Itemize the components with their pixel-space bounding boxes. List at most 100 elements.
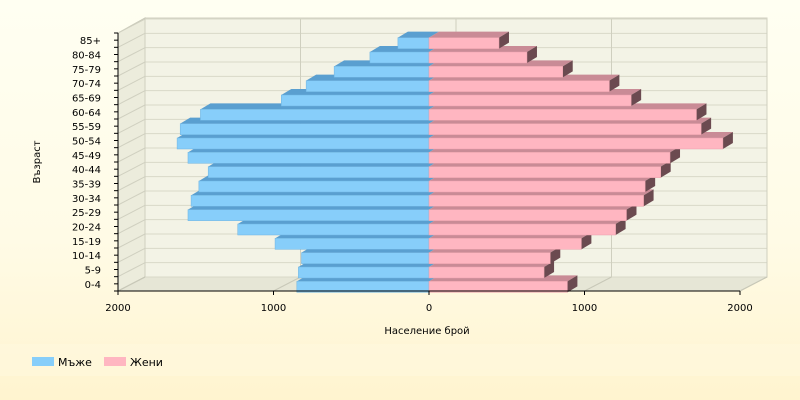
bar-female — [428, 209, 627, 221]
bar-female-side — [645, 175, 656, 192]
bar-female — [428, 281, 568, 293]
bar-female — [428, 37, 500, 49]
grid-line-side — [117, 104, 146, 120]
y-tick-label: 0-4 — [85, 280, 101, 291]
grid-line-side — [117, 190, 146, 206]
y-tick-label: 55-59 — [72, 122, 101, 133]
grid-line-side — [117, 32, 146, 48]
bar-female-side — [550, 246, 561, 264]
bar-male — [298, 266, 430, 279]
bar-male — [305, 80, 430, 92]
bar-male — [179, 123, 430, 135]
bar-female — [428, 80, 610, 92]
bar-female-side — [670, 146, 681, 164]
bar-female-side — [643, 189, 654, 207]
x-tick-label: 1000 — [572, 303, 597, 314]
y-axis: 0-4 5-9 10-14 15-19 20-24 25-29 30-34 35-39 40-4… — [72, 32, 119, 292]
bar-male — [176, 137, 430, 150]
x-axis: 2000 1000 0 1000 2000 — [105, 290, 753, 314]
grid-line-side — [117, 204, 146, 220]
bar-female-side — [722, 132, 733, 149]
bar-male — [333, 66, 430, 78]
bar-female — [428, 166, 661, 178]
y-tick-label: 40-44 — [72, 165, 101, 176]
bar-female-side — [526, 46, 537, 63]
bar-male — [187, 152, 430, 164]
bar-female — [428, 51, 528, 64]
grid-line-side — [117, 133, 146, 149]
bar-female-side — [631, 89, 642, 106]
bar-male — [397, 37, 430, 49]
legend-swatch — [104, 357, 126, 366]
grid-line-floor — [584, 276, 612, 292]
grid-line-side — [117, 176, 146, 192]
bar-female — [428, 66, 563, 78]
y-tick-label: 60-64 — [72, 108, 101, 119]
grid-line-side — [117, 233, 146, 249]
grid-line-floor — [117, 276, 146, 292]
bar-female-side — [701, 117, 712, 135]
bar-female-side — [615, 218, 626, 235]
bar-female — [428, 180, 646, 193]
bar-male — [369, 51, 430, 64]
bar-female — [428, 266, 545, 279]
x-tick-label: 2000 — [105, 303, 130, 314]
y-tick-label: 65-69 — [72, 94, 101, 105]
bar-male — [301, 252, 430, 264]
bar-female — [428, 252, 551, 264]
y-tick-label: 30-34 — [72, 194, 101, 205]
grid-line-side — [117, 247, 146, 263]
y-tick-label: 85+ — [80, 36, 101, 47]
legend-swatch — [32, 357, 54, 366]
y-tick-label: 15-19 — [72, 237, 101, 248]
bar-male-top — [397, 31, 439, 38]
bar-female — [428, 195, 644, 207]
y-tick-label: 50-54 — [72, 137, 101, 148]
y-tick-label: 35-39 — [72, 180, 101, 191]
bar-male — [274, 238, 430, 250]
x-tick-label: 0 — [426, 303, 432, 314]
x-tick-label: 2000 — [727, 303, 752, 314]
legend-background — [0, 344, 800, 376]
bar-female — [428, 109, 697, 121]
legend: Мъже Жени — [0, 344, 800, 376]
grid-line-side — [117, 219, 146, 235]
bar-female — [428, 238, 582, 250]
grid-line-side — [117, 161, 146, 177]
x-axis-title: Население брой — [384, 326, 469, 337]
bar-male — [281, 94, 430, 107]
bar-female-side — [562, 60, 573, 78]
y-tick-label: 70-74 — [72, 79, 101, 90]
bar-female — [428, 152, 671, 164]
grid-line-floor — [273, 276, 301, 292]
y-tick-label: 45-49 — [72, 151, 101, 162]
bar-female-side — [581, 232, 592, 250]
bar-female-side — [696, 103, 707, 121]
bars — [176, 31, 733, 293]
bar-male — [207, 166, 430, 178]
grid-line-side — [117, 61, 146, 77]
bar-female — [428, 137, 724, 150]
grid-line-floor — [739, 276, 768, 292]
bar-female-side — [609, 74, 620, 92]
y-tick-label: 80-84 — [72, 51, 101, 62]
y-tick-label: 75-79 — [72, 65, 101, 76]
bar-female — [428, 223, 616, 236]
grid-line-side — [117, 18, 146, 34]
y-tick-label: 20-24 — [72, 223, 101, 234]
grid-line-side — [117, 90, 146, 106]
grid-line-side — [117, 75, 146, 91]
bar-female-top — [429, 31, 509, 38]
y-tick-label: 25-29 — [72, 208, 101, 219]
bar-male — [190, 195, 430, 207]
bar-male — [237, 223, 430, 236]
bar-male — [187, 209, 430, 221]
bar-female-side — [498, 31, 509, 49]
bar-female-side — [626, 203, 637, 221]
grid-line-side — [117, 118, 146, 134]
y-axis-title: Възраст — [32, 140, 43, 183]
bar-female-side — [660, 160, 671, 178]
y-tick-label: 10-14 — [72, 251, 101, 262]
legend-label: Жени — [130, 356, 163, 369]
